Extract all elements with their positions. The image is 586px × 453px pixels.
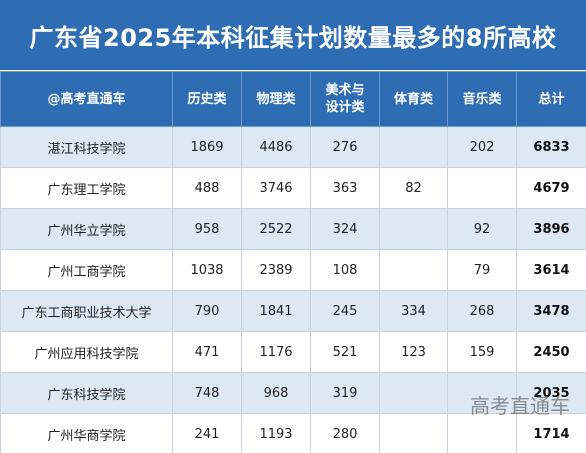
cell-history: 1869 xyxy=(172,126,242,168)
cell-total: 3896 xyxy=(516,208,586,250)
header-sports: 体育类 xyxy=(379,71,448,127)
cell-history: 1038 xyxy=(172,249,242,291)
cell-art: 108 xyxy=(310,249,380,291)
cell-history: 790 xyxy=(172,290,242,332)
cell-music: 92 xyxy=(447,208,517,250)
cell-physics: 1193 xyxy=(241,413,311,453)
cell-physics: 1176 xyxy=(241,331,311,373)
cell-history: 471 xyxy=(172,331,242,373)
cell-total: 1714 xyxy=(516,413,586,453)
cell-sports xyxy=(379,413,448,453)
cell-art: 245 xyxy=(310,290,380,332)
table-row: 湛江科技学院 1869 4486 276 202 6833 xyxy=(0,126,586,168)
cell-total: 6833 xyxy=(516,126,586,168)
cell-physics: 968 xyxy=(241,372,311,414)
cell-physics: 2389 xyxy=(241,249,311,291)
cell-physics: 4486 xyxy=(241,126,311,168)
cell-sports: 82 xyxy=(379,167,448,209)
table-row: 广州工商学院 1038 2389 108 79 3614 xyxy=(0,249,586,291)
cell-history: 958 xyxy=(172,208,242,250)
cell-music xyxy=(447,167,517,209)
header-music: 音乐类 xyxy=(447,71,517,127)
cell-history: 241 xyxy=(172,413,242,453)
cell-art: 319 xyxy=(310,372,380,414)
cell-school-name: 湛江科技学院 xyxy=(0,126,173,168)
cell-music xyxy=(447,413,517,453)
cell-art: 280 xyxy=(310,413,380,453)
page-title: 广东省2025年本科征集计划数量最多的8所高校 xyxy=(0,0,586,71)
cell-sports xyxy=(379,249,448,291)
cell-history: 488 xyxy=(172,167,242,209)
cell-physics: 3746 xyxy=(241,167,311,209)
table-row: 广州应用科技学院 471 1176 521 123 159 2450 xyxy=(0,331,586,373)
header-physics: 物理类 xyxy=(241,71,311,127)
table-row: 广东理工学院 488 3746 363 82 4679 xyxy=(0,167,586,209)
header-school: @高考直通车 xyxy=(0,71,173,127)
cell-music: 268 xyxy=(447,290,517,332)
header-total: 总计 xyxy=(516,71,586,127)
cell-sports xyxy=(379,126,448,168)
cell-music xyxy=(447,372,517,414)
cell-total: 3478 xyxy=(516,290,586,332)
cell-history: 748 xyxy=(172,372,242,414)
cell-music: 202 xyxy=(447,126,517,168)
cell-total: 2450 xyxy=(516,331,586,373)
cell-school-name: 广东科技学院 xyxy=(0,372,173,414)
admissions-table: @高考直通车 历史类 物理类 美术与 设计类 体育类 音乐类 总计 湛江科技学院… xyxy=(0,71,586,453)
table-row: 广东科技学院 748 968 319 2035 xyxy=(0,372,586,414)
cell-total: 3614 xyxy=(516,249,586,291)
cell-sports: 334 xyxy=(379,290,448,332)
cell-physics: 1841 xyxy=(241,290,311,332)
table-row: 广州华商学院 241 1193 280 1714 xyxy=(0,413,586,453)
cell-school-name: 广东理工学院 xyxy=(0,167,173,209)
cell-school-name: 广东工商职业技术大学 xyxy=(0,290,173,332)
cell-total: 2035 xyxy=(516,372,586,414)
header-art: 美术与 设计类 xyxy=(310,71,380,127)
cell-physics: 2522 xyxy=(241,208,311,250)
cell-art: 521 xyxy=(310,331,380,373)
header-art-line1: 美术与 xyxy=(325,83,365,98)
header-art-line2: 设计类 xyxy=(325,100,365,115)
cell-school-name: 广州华商学院 xyxy=(0,413,173,453)
table-header-row: @高考直通车 历史类 物理类 美术与 设计类 体育类 音乐类 总计 xyxy=(0,71,586,127)
cell-sports: 123 xyxy=(379,331,448,373)
cell-school-name: 广州工商学院 xyxy=(0,249,173,291)
table-row: 广东工商职业技术大学 790 1841 245 334 268 3478 xyxy=(0,290,586,332)
cell-music: 159 xyxy=(447,331,517,373)
cell-sports xyxy=(379,208,448,250)
cell-school-name: 广州应用科技学院 xyxy=(0,331,173,373)
cell-total: 4679 xyxy=(516,167,586,209)
cell-school-name: 广州华立学院 xyxy=(0,208,173,250)
cell-art: 324 xyxy=(310,208,380,250)
cell-music: 79 xyxy=(447,249,517,291)
cell-sports xyxy=(379,372,448,414)
cell-art: 276 xyxy=(310,126,380,168)
table-row: 广州华立学院 958 2522 324 92 3896 xyxy=(0,208,586,250)
cell-art: 363 xyxy=(310,167,380,209)
header-history: 历史类 xyxy=(172,71,242,127)
